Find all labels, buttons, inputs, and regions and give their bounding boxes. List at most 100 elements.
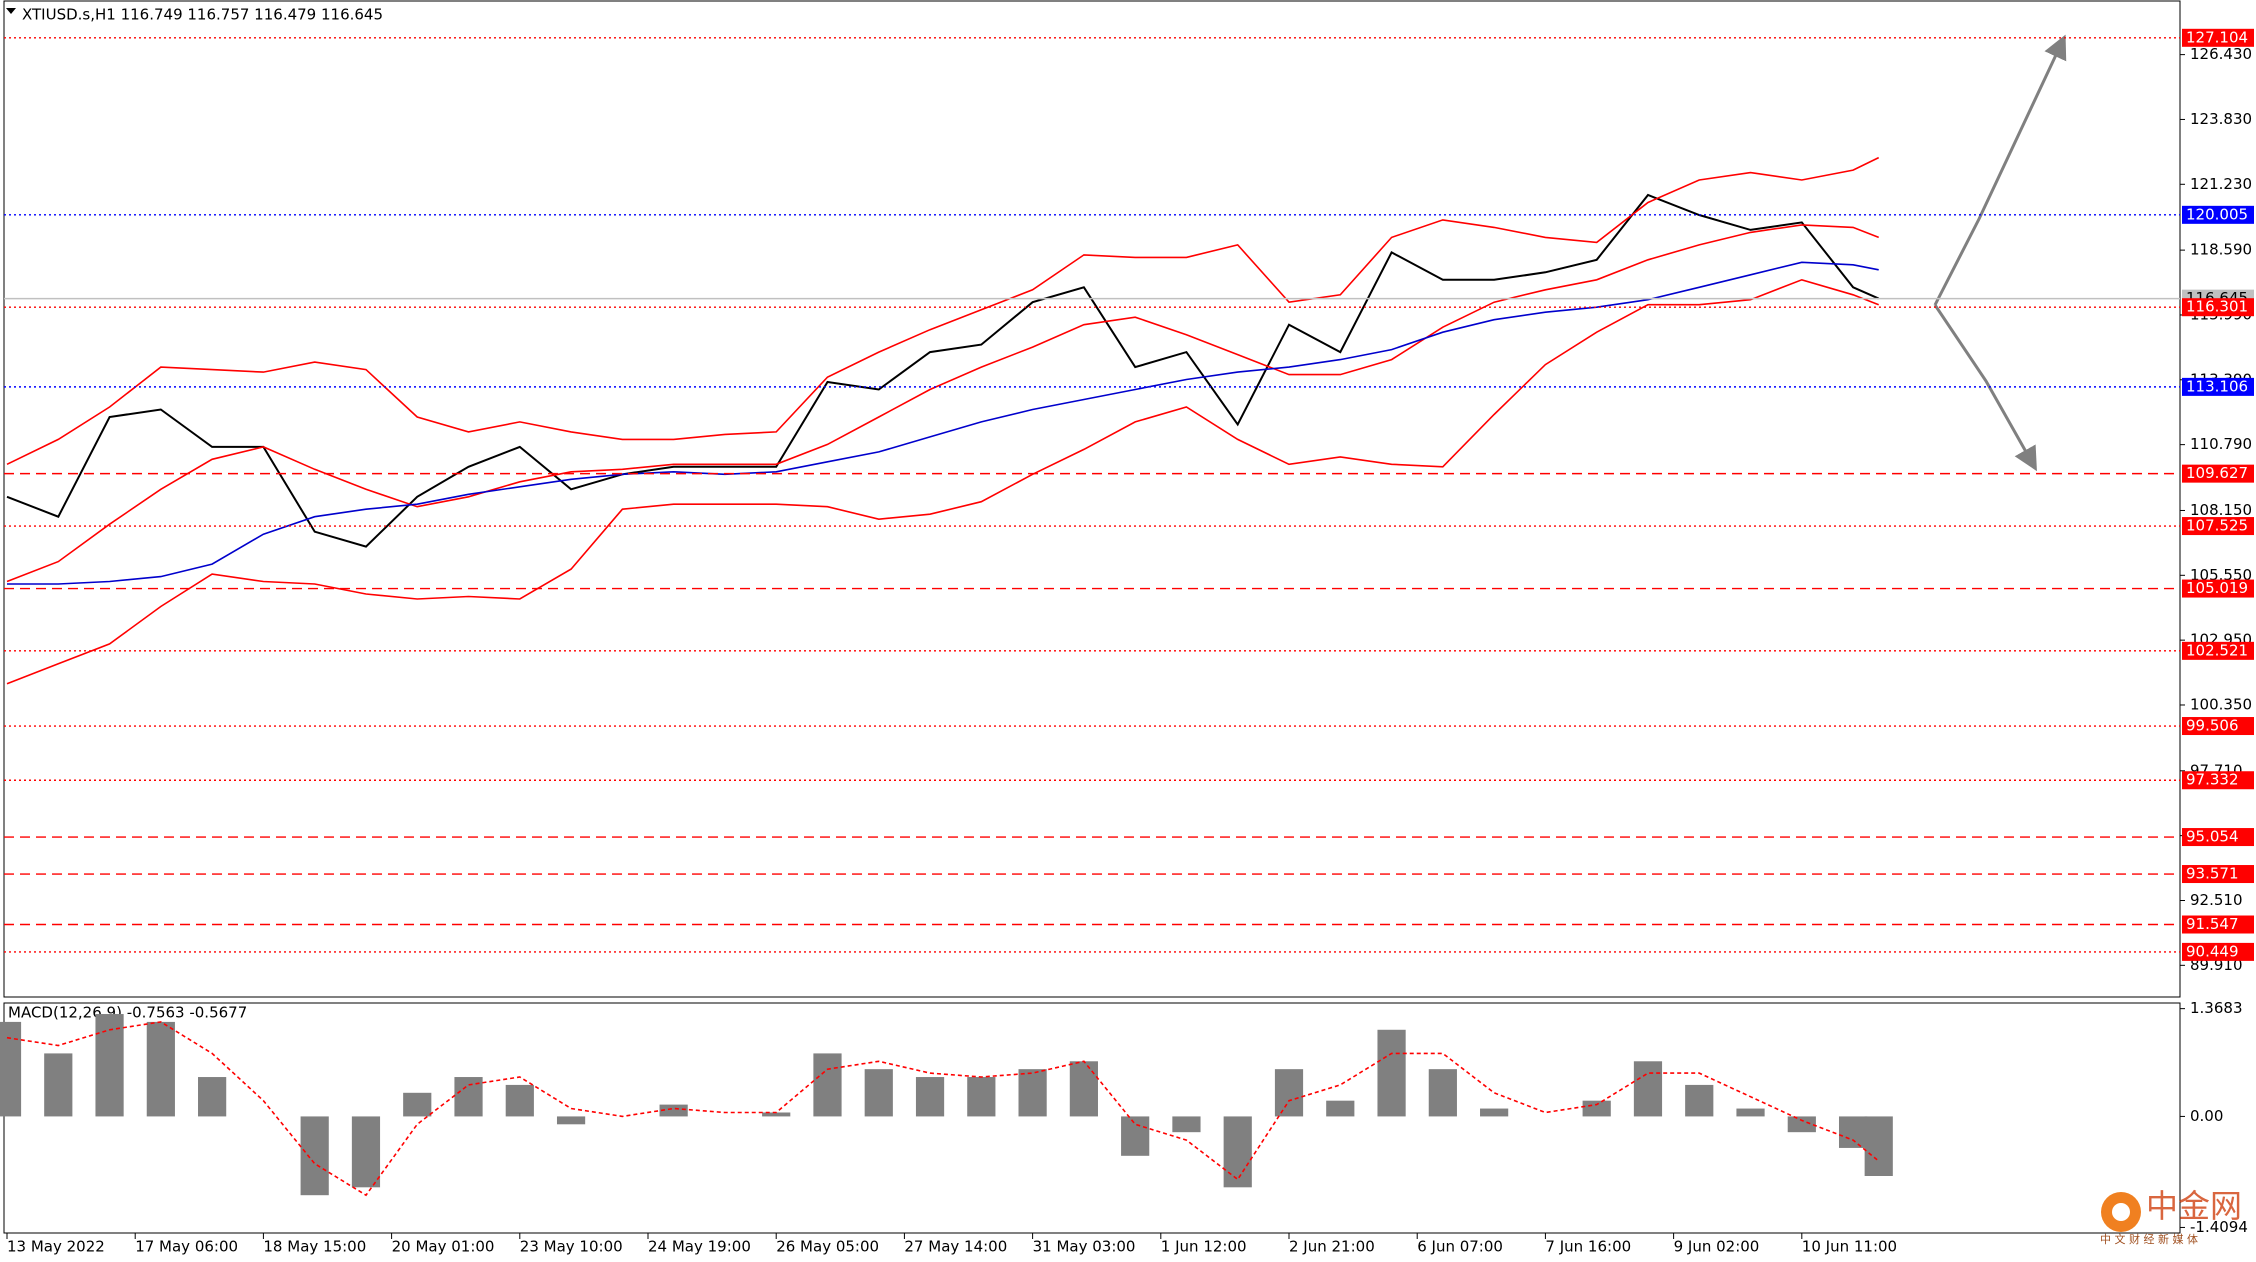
y-tick-label: 92.510 bbox=[2190, 891, 2243, 909]
x-tick-label: 2 Jun 21:00 bbox=[1289, 1238, 1375, 1256]
x-tick-label: 10 Jun 11:00 bbox=[1802, 1238, 1897, 1256]
x-tick-label: 13 May 2022 bbox=[7, 1238, 105, 1256]
price-panel bbox=[3, 0, 2181, 998]
histogram-bar bbox=[556, 1116, 586, 1125]
histogram-bar bbox=[95, 1014, 124, 1117]
histogram-bar bbox=[659, 1104, 688, 1117]
histogram-bar bbox=[762, 1112, 791, 1117]
y-tick-label: -1.4094 bbox=[2190, 1218, 2248, 1236]
x-tick-label: 23 May 10:00 bbox=[520, 1238, 623, 1256]
level-label-box bbox=[2182, 915, 2254, 934]
series-line bbox=[6, 156, 1880, 466]
y-tick-label: 110.790 bbox=[2190, 435, 2252, 453]
level-label: 99.506 bbox=[2186, 717, 2239, 735]
logo-center bbox=[2112, 1203, 2130, 1221]
level-label: 120.005 bbox=[2186, 205, 2248, 223]
histogram-bar bbox=[198, 1077, 227, 1117]
histogram-bar bbox=[1685, 1084, 1714, 1117]
y-tick-label: 121.230 bbox=[2190, 175, 2252, 193]
x-tick-label: 18 May 15:00 bbox=[263, 1238, 366, 1256]
series-line bbox=[6, 224, 1879, 583]
level-label: 91.547 bbox=[2186, 915, 2239, 933]
x-tick-label: 31 May 03:00 bbox=[1033, 1238, 1136, 1256]
level-label: 116.301 bbox=[2186, 298, 2248, 316]
level-label-box bbox=[2182, 377, 2254, 396]
level-label: 93.571 bbox=[2186, 865, 2239, 883]
histogram-bar bbox=[1018, 1069, 1047, 1117]
histogram-bar bbox=[1172, 1116, 1201, 1133]
level-label-box bbox=[2182, 865, 2254, 884]
chart-header: XTIUSD.s,H1 116.749 116.757 116.479 116.… bbox=[22, 6, 383, 24]
histogram-bar bbox=[915, 1077, 945, 1117]
histogram-bar bbox=[1223, 1116, 1252, 1188]
watermark-title: 中金网 bbox=[2146, 1187, 2242, 1225]
x-tick-label: 6 Jun 07:00 bbox=[1417, 1238, 1503, 1256]
histogram-bar bbox=[1274, 1069, 1304, 1117]
collapse-icon bbox=[6, 8, 16, 14]
projection-arrow-up bbox=[1933, 34, 2067, 306]
histogram-bar bbox=[146, 1021, 175, 1117]
series-line bbox=[7, 261, 1879, 585]
x-tick-label: 20 May 01:00 bbox=[392, 1238, 495, 1256]
histogram-bar bbox=[1428, 1069, 1457, 1117]
x-tick-label: 9 Jun 02:00 bbox=[1674, 1238, 1760, 1256]
level-label: 127.104 bbox=[2186, 28, 2248, 46]
series-line bbox=[6, 193, 1880, 548]
level-label-box bbox=[2182, 464, 2254, 483]
level-label-box bbox=[2182, 717, 2254, 736]
histogram-bar bbox=[1069, 1061, 1098, 1117]
level-label-box bbox=[2182, 771, 2254, 790]
level-label-box bbox=[2182, 579, 2254, 598]
histogram-bar bbox=[864, 1069, 893, 1117]
level-label-box bbox=[2182, 942, 2254, 961]
y-tick-label: 1.3683 bbox=[2190, 999, 2243, 1017]
y-tick-label: 123.830 bbox=[2190, 110, 2252, 128]
y-tick-label: 105.550 bbox=[2190, 566, 2252, 584]
histogram-bar bbox=[1326, 1100, 1355, 1117]
x-tick-label: 24 May 19:00 bbox=[648, 1238, 751, 1256]
series-line bbox=[6, 1021, 1880, 1197]
x-tick-label: 26 May 05:00 bbox=[776, 1238, 879, 1256]
level-label-box bbox=[2182, 298, 2254, 317]
histogram-bar bbox=[1864, 1116, 1893, 1176]
level-label: 107.525 bbox=[2186, 517, 2248, 535]
plot-area bbox=[6, 156, 1880, 685]
x-tick-label: 1 Jun 12:00 bbox=[1161, 1238, 1247, 1256]
histogram-bar bbox=[1838, 1116, 1868, 1148]
level-label-box bbox=[2182, 828, 2254, 847]
macd-panel bbox=[3, 1002, 2181, 1234]
y-tick-label: 108.150 bbox=[2190, 501, 2252, 519]
level-label: 90.449 bbox=[2186, 942, 2239, 960]
histogram-bar bbox=[1121, 1116, 1150, 1156]
level-label: 113.106 bbox=[2186, 377, 2248, 395]
level-label: 95.054 bbox=[2186, 828, 2239, 846]
histogram-bar bbox=[403, 1092, 432, 1117]
level-label: 105.019 bbox=[2186, 579, 2248, 597]
x-tick-label: 27 May 14:00 bbox=[904, 1238, 1007, 1256]
x-tick-label: 17 May 06:00 bbox=[135, 1238, 238, 1256]
x-tick-label: 7 Jun 16:00 bbox=[1545, 1238, 1631, 1256]
y-tick-label: 100.350 bbox=[2190, 695, 2252, 713]
level-label-box bbox=[2182, 517, 2254, 536]
y-tick-label: 126.430 bbox=[2190, 45, 2252, 63]
histogram-bar bbox=[1377, 1029, 1406, 1117]
level-label: 97.332 bbox=[2186, 771, 2239, 789]
histogram-bar bbox=[1633, 1061, 1663, 1117]
histogram-bar bbox=[44, 1053, 73, 1117]
level-label-box bbox=[2182, 28, 2254, 47]
watermark-subtitle: 中 文 财 经 新 媒 体 bbox=[2100, 1232, 2198, 1246]
level-label: 109.627 bbox=[2186, 464, 2248, 482]
series-line bbox=[6, 278, 1879, 685]
level-label-box bbox=[2182, 205, 2254, 224]
histogram-bar bbox=[1787, 1116, 1816, 1133]
y-tick-label: 118.590 bbox=[2190, 241, 2252, 259]
level-label-box bbox=[2182, 641, 2254, 660]
histogram-bar bbox=[0, 1021, 22, 1117]
histogram-bar bbox=[1582, 1100, 1611, 1117]
histogram-bar bbox=[1736, 1108, 1765, 1117]
histogram-bar bbox=[351, 1116, 381, 1188]
histogram-bar bbox=[967, 1077, 996, 1117]
